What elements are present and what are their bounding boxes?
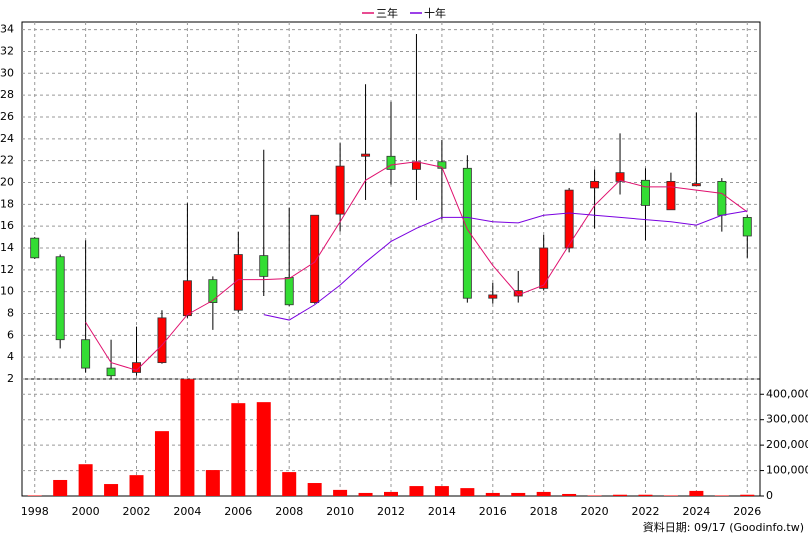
volume-bar xyxy=(587,495,602,496)
volume-bar xyxy=(180,379,195,496)
y-tick-label: 4 xyxy=(7,350,14,363)
x-tick-label: 2016 xyxy=(479,505,507,518)
y-tick-label: 30 xyxy=(0,66,14,79)
volume-bar xyxy=(689,490,704,496)
y-tick-label: 16 xyxy=(0,219,14,232)
candle-body xyxy=(462,167,472,299)
x-tick-label: 2012 xyxy=(377,505,405,518)
candle-body xyxy=(742,217,752,237)
x-tick-label: 2004 xyxy=(173,505,201,518)
y-tick-label: 8 xyxy=(7,306,14,319)
x-tick-label: 2006 xyxy=(224,505,252,518)
candle-body xyxy=(259,255,269,277)
volume-bar xyxy=(409,486,424,496)
volume-bar xyxy=(638,494,653,496)
y2-tick-label: 0 xyxy=(766,489,773,502)
x-tick-label: 2008 xyxy=(275,505,303,518)
y-tick-label: 24 xyxy=(0,132,14,145)
y-tick-label: 34 xyxy=(0,23,14,36)
candle-body xyxy=(539,247,549,289)
volume-bar xyxy=(613,494,628,496)
legend-label: 三年 xyxy=(376,6,398,20)
volume-bar xyxy=(129,475,144,496)
candle-body xyxy=(55,256,65,341)
candle-body xyxy=(30,237,40,259)
volume-bar xyxy=(282,472,297,496)
candle-body xyxy=(157,317,167,364)
volume-bar xyxy=(460,488,475,496)
y-tick-label: 32 xyxy=(0,44,14,57)
volume-bar xyxy=(256,402,271,496)
x-tick-label: 2014 xyxy=(428,505,456,518)
y2-tick-label: 200,000 xyxy=(766,438,808,451)
volume-bar xyxy=(358,492,373,496)
candle-body xyxy=(208,279,218,303)
y-tick-label: 22 xyxy=(0,154,14,167)
grid xyxy=(22,22,760,496)
x-tick-label: 2000 xyxy=(72,505,100,518)
volume-bar xyxy=(536,491,551,496)
candle-body xyxy=(284,277,294,306)
y-tick-label: 6 xyxy=(7,328,14,341)
x-tick-label: 2020 xyxy=(581,505,609,518)
ma-line xyxy=(85,161,748,371)
volume-bar xyxy=(154,431,169,496)
x-tick-label: 2022 xyxy=(631,505,659,518)
volume-bar xyxy=(231,403,246,496)
volume-bar xyxy=(333,489,348,496)
candle-body xyxy=(691,183,701,187)
y2-tick-label: 400,000 xyxy=(766,387,808,400)
y-tick-label: 20 xyxy=(0,175,14,188)
candle-body xyxy=(590,180,600,189)
volume-bar xyxy=(434,486,449,496)
volume-bar xyxy=(27,495,42,496)
candle-body xyxy=(182,280,192,317)
y-tick-label: 12 xyxy=(0,263,14,276)
candle-body xyxy=(335,165,345,215)
candle-body xyxy=(386,155,396,170)
x-tick-label: 2002 xyxy=(123,505,151,518)
candle-body xyxy=(310,214,320,303)
volume-bar xyxy=(205,470,220,496)
candle-body xyxy=(641,179,650,206)
y-tick-label: 28 xyxy=(0,88,14,101)
volume-bar xyxy=(53,479,68,496)
volume-bar xyxy=(384,491,398,496)
y-tick-label: 14 xyxy=(0,241,14,254)
volume-bar xyxy=(714,495,729,496)
candle-body xyxy=(717,180,727,216)
legend-label: 十年 xyxy=(424,6,446,20)
volume-bar xyxy=(485,492,500,496)
candle-body xyxy=(132,362,141,373)
volume-bar xyxy=(307,483,322,496)
x-tick-label: 2026 xyxy=(733,505,761,518)
x-tick-label: 2010 xyxy=(326,505,354,518)
x-tick-label: 1998 xyxy=(21,505,49,518)
volume-bar xyxy=(511,492,526,496)
candle-body xyxy=(106,367,116,377)
y-tick-label: 10 xyxy=(0,285,14,298)
candle-body xyxy=(488,294,498,299)
x-tick-label: 2018 xyxy=(530,505,558,518)
volume-bar xyxy=(562,493,577,496)
candle-body xyxy=(666,180,676,211)
candle-body xyxy=(615,172,625,182)
y-tick-label: 18 xyxy=(0,197,14,210)
y-tick-label: 2 xyxy=(7,372,14,385)
source-note: 資料日期: 09/17 (Goodinfo.tw) xyxy=(643,520,804,534)
volume-bar xyxy=(663,495,678,496)
ma-line xyxy=(263,210,748,321)
candle-body xyxy=(411,161,421,170)
y2-tick-label: 300,000 xyxy=(766,413,808,426)
volume-bar xyxy=(78,464,93,496)
x-tick-label: 2024 xyxy=(682,505,710,518)
candle-body xyxy=(81,339,91,369)
y2-tick-label: 100,000 xyxy=(766,464,808,477)
candle-body xyxy=(564,189,574,249)
volume-bar xyxy=(740,494,755,496)
candle-body xyxy=(361,153,371,157)
y-tick-label: 26 xyxy=(0,110,14,123)
volume-bar xyxy=(104,484,119,496)
